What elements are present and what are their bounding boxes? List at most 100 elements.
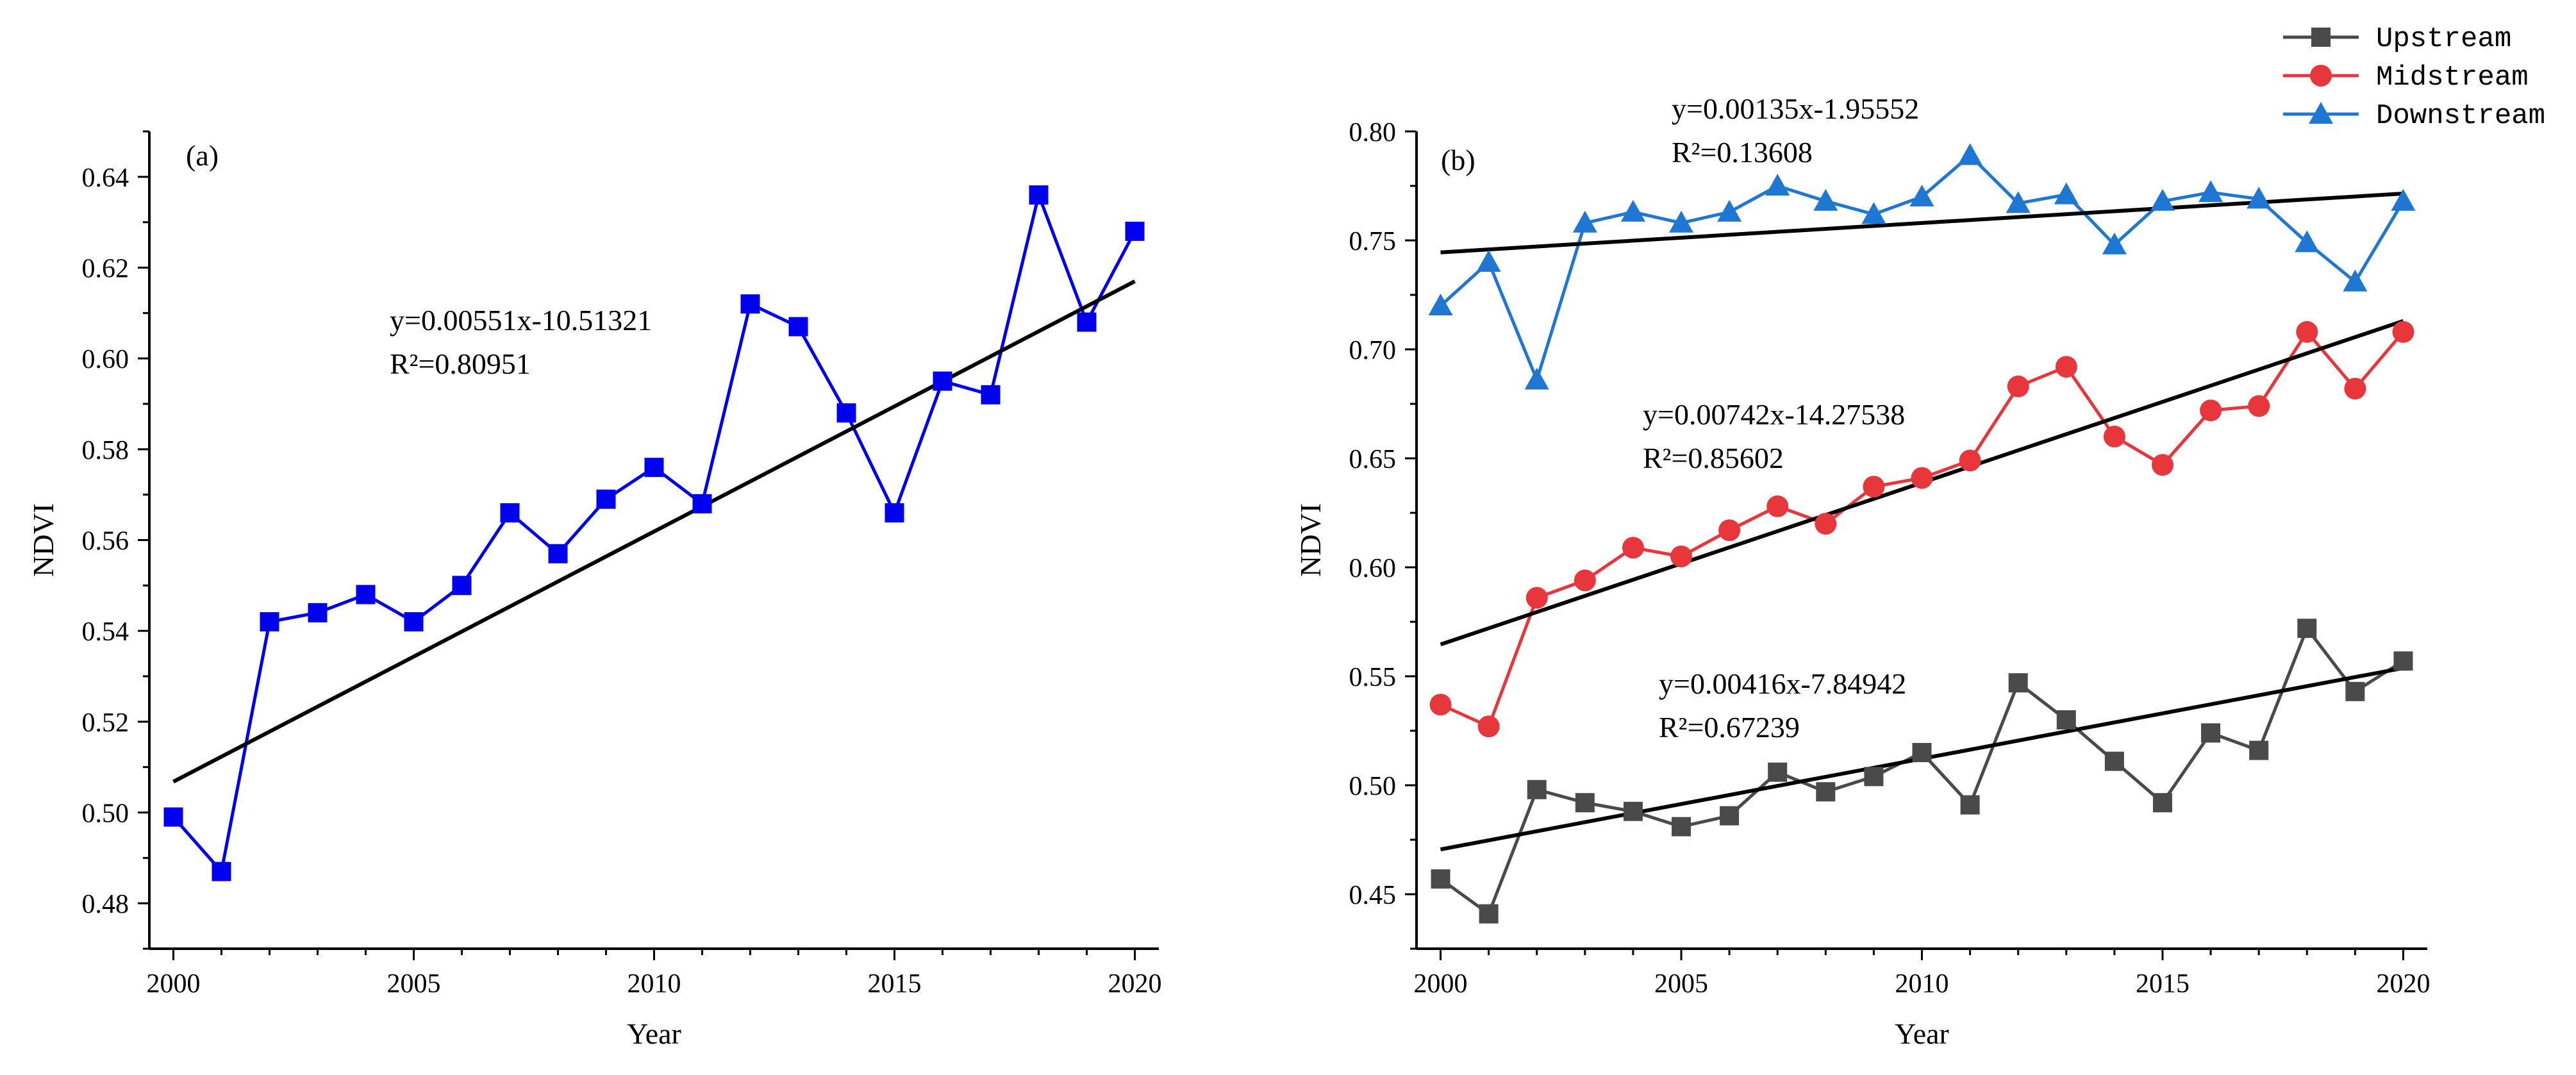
data-point: [1720, 806, 1740, 826]
data-point: [1525, 587, 1548, 609]
data-point: [2247, 187, 2272, 209]
data-point: [452, 576, 472, 596]
data-point: [2297, 619, 2317, 638]
data-point: [1717, 199, 1742, 222]
fit-r-squared: R²=0.13608: [1672, 136, 1813, 169]
fit-r-squared: R²=0.80951: [390, 347, 531, 380]
data-point: [2006, 191, 2031, 213]
data-point: [1813, 188, 1838, 211]
data-point: [2151, 454, 2173, 476]
fit-equation: y=0.00135x-1.95552: [1672, 92, 1919, 125]
data-point: [2007, 375, 2029, 397]
data-point: [644, 458, 664, 478]
data-point: [2393, 651, 2413, 671]
x-tick-label: 2015: [868, 969, 922, 999]
data-point: [1477, 715, 1500, 738]
data-point: [1574, 569, 1596, 592]
data-point: [2008, 673, 2028, 693]
data-point: [1863, 476, 1885, 498]
y-tick-label: 0.60: [82, 345, 129, 374]
chart-panel-b: 2000 2005 2010 2015 2020 0.45 0.50 0.55 0.60 0.65…: [1294, 23, 2545, 1050]
y-tick-label: 0.50: [82, 799, 129, 829]
series-line: [1440, 626, 2404, 916]
legend-label: Upstream: [2376, 23, 2511, 55]
data-point: [1575, 793, 1595, 813]
x-tick-label: 2010: [1895, 969, 1949, 999]
data-point: [1960, 795, 1980, 815]
data-point: [2248, 395, 2270, 417]
data-point: [260, 612, 279, 631]
data-point: [1959, 449, 1981, 472]
x-tick-label: 2020: [1108, 969, 1162, 999]
series-upstream: y=0.00416x-7.84942 R²=0.67239: [1431, 619, 2413, 924]
data-point: [2391, 188, 2416, 211]
y-tick-label: 0.52: [82, 708, 129, 738]
legend-marker: [2309, 102, 2333, 124]
data-point: [1911, 467, 1933, 489]
data-point: [1622, 537, 1644, 559]
data-point: [1864, 767, 1884, 787]
data-point: [1669, 210, 1694, 233]
series-ndvi: y=0.00551x-10.51321 R²=0.80951: [163, 185, 1145, 881]
data-point: [1909, 185, 1934, 206]
data-point: [1766, 495, 1789, 517]
fit-r-squared: R²=0.67239: [1659, 711, 1800, 744]
data-point: [2198, 180, 2223, 203]
data-point: [1524, 367, 1549, 390]
y-tick-label: 0.64: [82, 163, 129, 193]
data-point: [1815, 513, 1837, 535]
data-point: [212, 862, 231, 881]
series-downstream: y=0.00135x-1.95552 R²=0.13608: [1428, 92, 2416, 390]
data-point: [1620, 199, 1645, 222]
y-tick-label: 0.48: [82, 890, 129, 919]
legend-label: Downstream: [2376, 100, 2545, 132]
data-point: [1957, 143, 1982, 165]
data-point: [2056, 710, 2076, 729]
trend-line: [1440, 191, 2404, 254]
data-point: [2201, 723, 2221, 743]
series-midstream: y=0.00742x-14.27538 R²=0.85602: [1429, 319, 2414, 738]
data-point: [2343, 269, 2368, 292]
data-point: [404, 612, 424, 631]
fit-equation: y=0.00416x-7.84942: [1659, 667, 1906, 700]
data-point: [692, 494, 712, 513]
x-axis-title: Year: [627, 1017, 681, 1050]
data-point: [1527, 779, 1547, 799]
data-point: [1670, 546, 1693, 567]
legend: Upstream Midstream Downstream: [2283, 23, 2545, 132]
x-tick-label: 2005: [387, 969, 441, 999]
legend-marker: [2311, 28, 2331, 47]
data-point: [788, 317, 808, 337]
x-axis-title: Year: [1895, 1017, 1949, 1050]
data-point: [1125, 221, 1145, 241]
data-point: [2150, 188, 2175, 211]
y-tick-label: 0.65: [1349, 445, 1397, 474]
y-tick-label: 0.55: [1349, 663, 1397, 692]
data-point: [596, 489, 616, 509]
data-point: [1768, 762, 1788, 782]
data-point: [1476, 250, 1501, 272]
data-point: [163, 807, 183, 827]
data-point: [500, 503, 520, 522]
data-point: [2152, 793, 2172, 813]
chart-panel-a: 2000 2005 2010 2015 2020 0.48 0.50 0.52 0.54 0.56…: [27, 130, 1162, 1050]
data-point: [2055, 356, 2077, 378]
data-point: [2054, 182, 2079, 204]
legend-marker: [2310, 65, 2332, 87]
y-tick-label: 0.45: [1349, 881, 1397, 910]
series-line: [1440, 330, 2405, 728]
data-point: [1572, 210, 1597, 233]
data-point: [1479, 904, 1499, 924]
data-point: [2200, 399, 2222, 422]
data-point: [1077, 312, 1097, 332]
data-point: [1428, 294, 1453, 315]
data-point: [2104, 751, 2124, 771]
y-tick-label: 0.56: [82, 527, 129, 556]
legend-label: Midstream: [2376, 62, 2529, 94]
data-point: [1029, 185, 1049, 205]
y-tick-label: 0.70: [1349, 336, 1397, 365]
data-point: [548, 544, 568, 563]
data-point: [1861, 202, 1886, 224]
data-point: [2296, 321, 2318, 343]
